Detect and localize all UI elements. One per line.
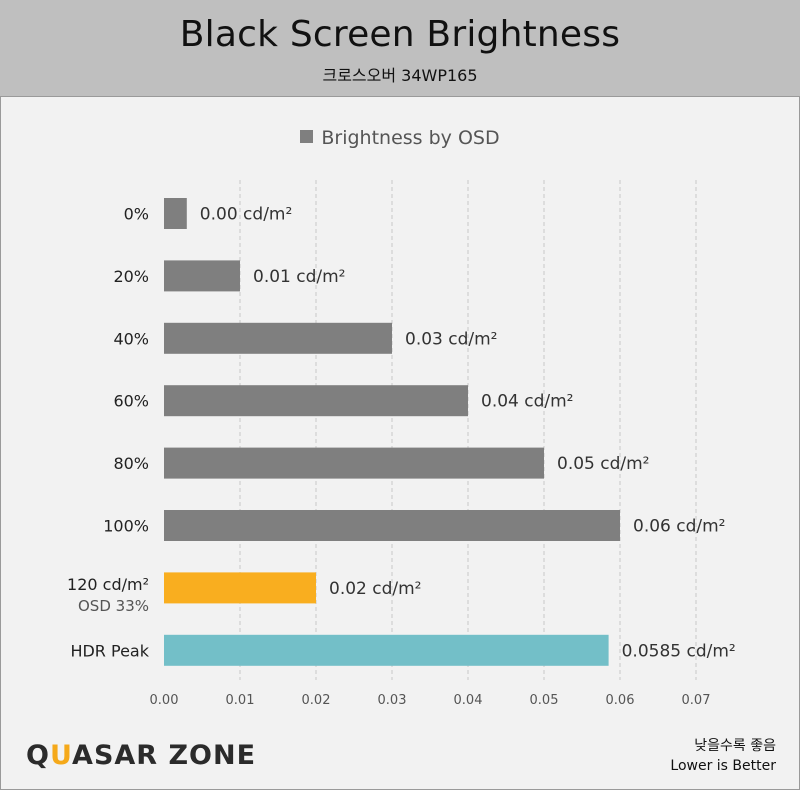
category-label: 120 cd/m²	[67, 575, 149, 594]
bar	[164, 572, 316, 604]
x-tick-label: 0.01	[226, 693, 255, 708]
x-tick-label: 0.06	[606, 693, 635, 708]
note-english: Lower is Better	[670, 758, 776, 774]
category-label: 20%	[113, 267, 149, 286]
bar	[164, 634, 609, 666]
data-label: 0.03 cd/m²	[405, 329, 498, 349]
data-label: 0.04 cd/m²	[481, 392, 574, 412]
data-label: 0.05 cd/m²	[557, 454, 650, 474]
value-labels: 0.00 cd/m² 0.01 cd/m² 0.03 cd/m² 0.04 cd/m²…	[200, 205, 736, 662]
x-tick-label: 0.05	[530, 693, 559, 708]
category-label: 40%	[113, 329, 149, 348]
data-label: 0.06 cd/m²	[633, 517, 726, 537]
category-label: 80%	[113, 454, 149, 473]
x-tick-label: 0.07	[682, 693, 711, 708]
chart-header: Black Screen Brightness 크로스오버 34WP165	[0, 0, 800, 97]
bar-chart: 0% 20% 40% 60% 80% 100% 120 cd/m² OSD 33% HDR Pe…	[67, 180, 736, 708]
x-tick-labels: 0.00 0.01 0.02 0.03 0.04 0.05 0.06 0.07	[150, 693, 711, 708]
x-tick-label: 0.02	[302, 693, 331, 708]
quasarzone-logo: QUASAR ZONE	[26, 740, 256, 771]
category-label: HDR Peak	[70, 641, 149, 660]
bar	[164, 322, 392, 354]
bar	[164, 260, 240, 292]
category-labels: 0% 20% 40% 60% 80% 100% 120 cd/m² OSD 33% HDR Pe…	[67, 205, 150, 661]
data-label: 0.0585 cd/m²	[622, 641, 736, 661]
chart-title: Black Screen Brightness	[179, 14, 621, 55]
category-label: 0%	[124, 205, 149, 224]
bar	[164, 510, 620, 541]
bar	[164, 447, 544, 479]
footnote: 낮을수록 좋음 Lower is Better	[670, 736, 776, 776]
bar	[164, 198, 187, 229]
chart-subtitle: 크로스오버 34WP165	[322, 66, 478, 85]
grid-lines	[239, 180, 697, 680]
bar	[164, 385, 468, 417]
x-tick-label: 0.04	[454, 693, 483, 708]
x-tick-label: 0.00	[150, 693, 179, 708]
note-korean: 낮을수록 좋음	[694, 738, 776, 754]
logo-text-1: Q	[26, 740, 50, 771]
logo-text-2: ASAR ZONE	[72, 740, 257, 771]
legend-label: Brightness by OSD	[321, 127, 500, 149]
data-label: 0.02 cd/m²	[329, 579, 422, 599]
logo-text-accent: U	[49, 740, 73, 771]
category-label: 60%	[113, 392, 149, 411]
bars	[164, 198, 620, 666]
legend-swatch	[300, 130, 314, 143]
data-label: 0.01 cd/m²	[253, 267, 346, 287]
x-tick-label: 0.03	[378, 693, 407, 708]
category-sublabel: OSD 33%	[78, 597, 149, 615]
legend: Brightness by OSD	[0, 127, 800, 149]
category-label: 100%	[103, 517, 149, 536]
data-label: 0.00 cd/m²	[200, 205, 292, 225]
